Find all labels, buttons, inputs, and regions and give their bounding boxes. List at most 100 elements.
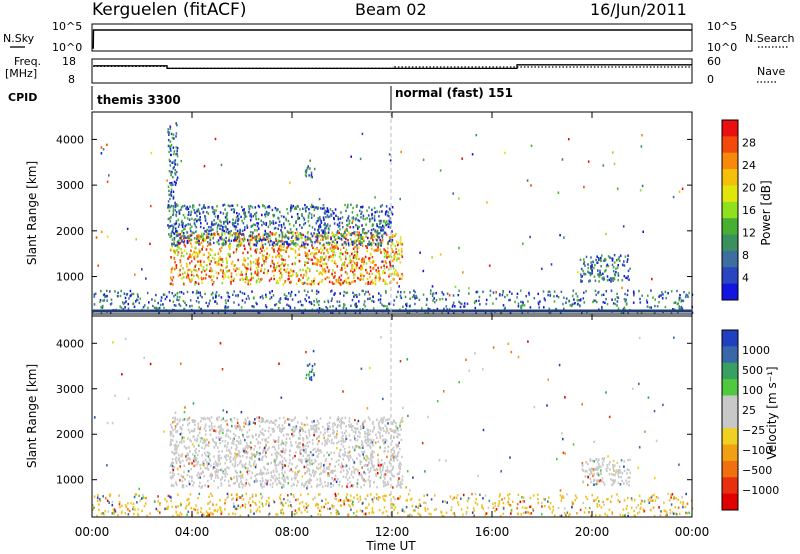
- range-gate-cell: [333, 282, 336, 285]
- range-gate-cell: [346, 437, 348, 440]
- range-gate-cell: [238, 267, 240, 270]
- range-gate-cell: [273, 430, 275, 433]
- range-gate-cell: [234, 232, 237, 235]
- range-gate-cell: [374, 280, 377, 283]
- range-gate-cell: [355, 294, 358, 297]
- range-gate-cell: [235, 216, 238, 219]
- range-gate-cell: [308, 208, 310, 211]
- range-gate-cell: [172, 484, 175, 487]
- range-gate-cell: [333, 451, 336, 454]
- range-gate-cell: [237, 217, 240, 221]
- range-gate-cell: [224, 275, 227, 278]
- range-gate-cell: [313, 434, 315, 437]
- range-gate-cell: [284, 444, 287, 447]
- range-gate-cell: [369, 237, 372, 240]
- range-gate-cell: [620, 311, 623, 314]
- range-gate-cell: [242, 251, 244, 255]
- range-gate-cell: [324, 470, 326, 473]
- range-gate-cell: [352, 466, 355, 469]
- range-gate-cell: [372, 233, 374, 237]
- range-gate-cell: [316, 220, 319, 223]
- range-gate-cell: [258, 262, 260, 265]
- range-gate-cell: [190, 249, 192, 252]
- range-gate-cell: [321, 273, 324, 276]
- range-gate-cell: [148, 301, 150, 304]
- range-gate-cell: [300, 233, 303, 236]
- colorbar-segment: [722, 169, 738, 186]
- range-gate-cell: [298, 437, 300, 440]
- range-gate-cell: [283, 223, 285, 227]
- range-gate-cell: [203, 438, 206, 441]
- range-gate-cell: [322, 204, 325, 207]
- range-gate-cell: [170, 282, 173, 285]
- range-gate-cell: [185, 455, 187, 458]
- range-gate-cell: [332, 256, 334, 259]
- range-gate-cell: [172, 190, 175, 193]
- range-gate-cell: [218, 263, 220, 266]
- range-gate-cell: [227, 275, 229, 279]
- range-gate-cell: [183, 436, 185, 439]
- range-gate-cell: [175, 483, 178, 487]
- range-gate-cell: [647, 294, 649, 297]
- range-gate-cell: [318, 249, 320, 252]
- range-gate-cell: [169, 299, 171, 302]
- range-gate-cell: [377, 422, 380, 425]
- range-gate-cell: [226, 217, 228, 220]
- range-gate-cell: [243, 209, 245, 213]
- range-gate-cell: [242, 455, 244, 458]
- range-gate-cell: [300, 511, 303, 514]
- range-gate-cell: [290, 247, 292, 250]
- range-gate-cell: [193, 237, 196, 240]
- range-gate-cell: [275, 237, 277, 241]
- range-gate-cell: [576, 299, 579, 302]
- range-gate-cell: [618, 475, 620, 479]
- range-gate-cell: [345, 476, 347, 479]
- range-gate-cell: [299, 278, 302, 282]
- colorbar-segment: [722, 136, 738, 154]
- range-gate-cell: [320, 482, 323, 485]
- range-gate-cell: [260, 472, 263, 475]
- range-gate-cell: [349, 439, 352, 442]
- range-gate-cell: [382, 278, 385, 282]
- range-gate-cell: [169, 153, 172, 157]
- range-gate-cell: [214, 430, 217, 433]
- nsearch-label: N.Search: [745, 32, 795, 45]
- range-gate-cell: [339, 217, 342, 220]
- range-gate-cell: [106, 143, 108, 146]
- range-gate-cell: [244, 213, 246, 217]
- range-gate-cell: [613, 482, 615, 485]
- range-gate-cell: [255, 478, 257, 481]
- range-gate-cell: [318, 434, 321, 438]
- range-gate-cell: [265, 295, 267, 299]
- range-gate-cell: [571, 294, 574, 298]
- range-gate-cell: [217, 252, 220, 255]
- range-gate-cell: [439, 169, 442, 172]
- range-gate-cell: [202, 206, 205, 209]
- range-gate-cell: [312, 453, 315, 457]
- range-gate-cell: [333, 430, 335, 433]
- range-gate-cell: [386, 455, 388, 459]
- range-gate-cell: [581, 275, 583, 278]
- range-gate-cell: [399, 421, 402, 425]
- range-gate-cell: [489, 289, 492, 293]
- range-gate-cell: [314, 206, 316, 209]
- range-gate-cell: [219, 258, 222, 261]
- range-gate-cell: [391, 242, 394, 246]
- range-gate-cell: [308, 459, 311, 462]
- range-gate-cell: [205, 301, 208, 305]
- range-gate-cell: [602, 164, 605, 167]
- range-gate-cell: [210, 270, 212, 273]
- range-gate-cell: [240, 482, 243, 485]
- range-gate-cell: [324, 232, 327, 235]
- range-gate-cell: [569, 304, 572, 307]
- range-gate-cell: [177, 458, 180, 461]
- range-gate-cell: [170, 438, 172, 441]
- range-gate-cell: [239, 455, 242, 458]
- range-gate-cell: [303, 289, 306, 292]
- range-gate-cell: [175, 461, 178, 465]
- range-gate-cell: [94, 292, 97, 295]
- range-gate-cell: [258, 433, 261, 437]
- range-gate-cell: [590, 261, 592, 264]
- range-gate-cell: [425, 303, 428, 306]
- range-gate-cell: [205, 454, 207, 457]
